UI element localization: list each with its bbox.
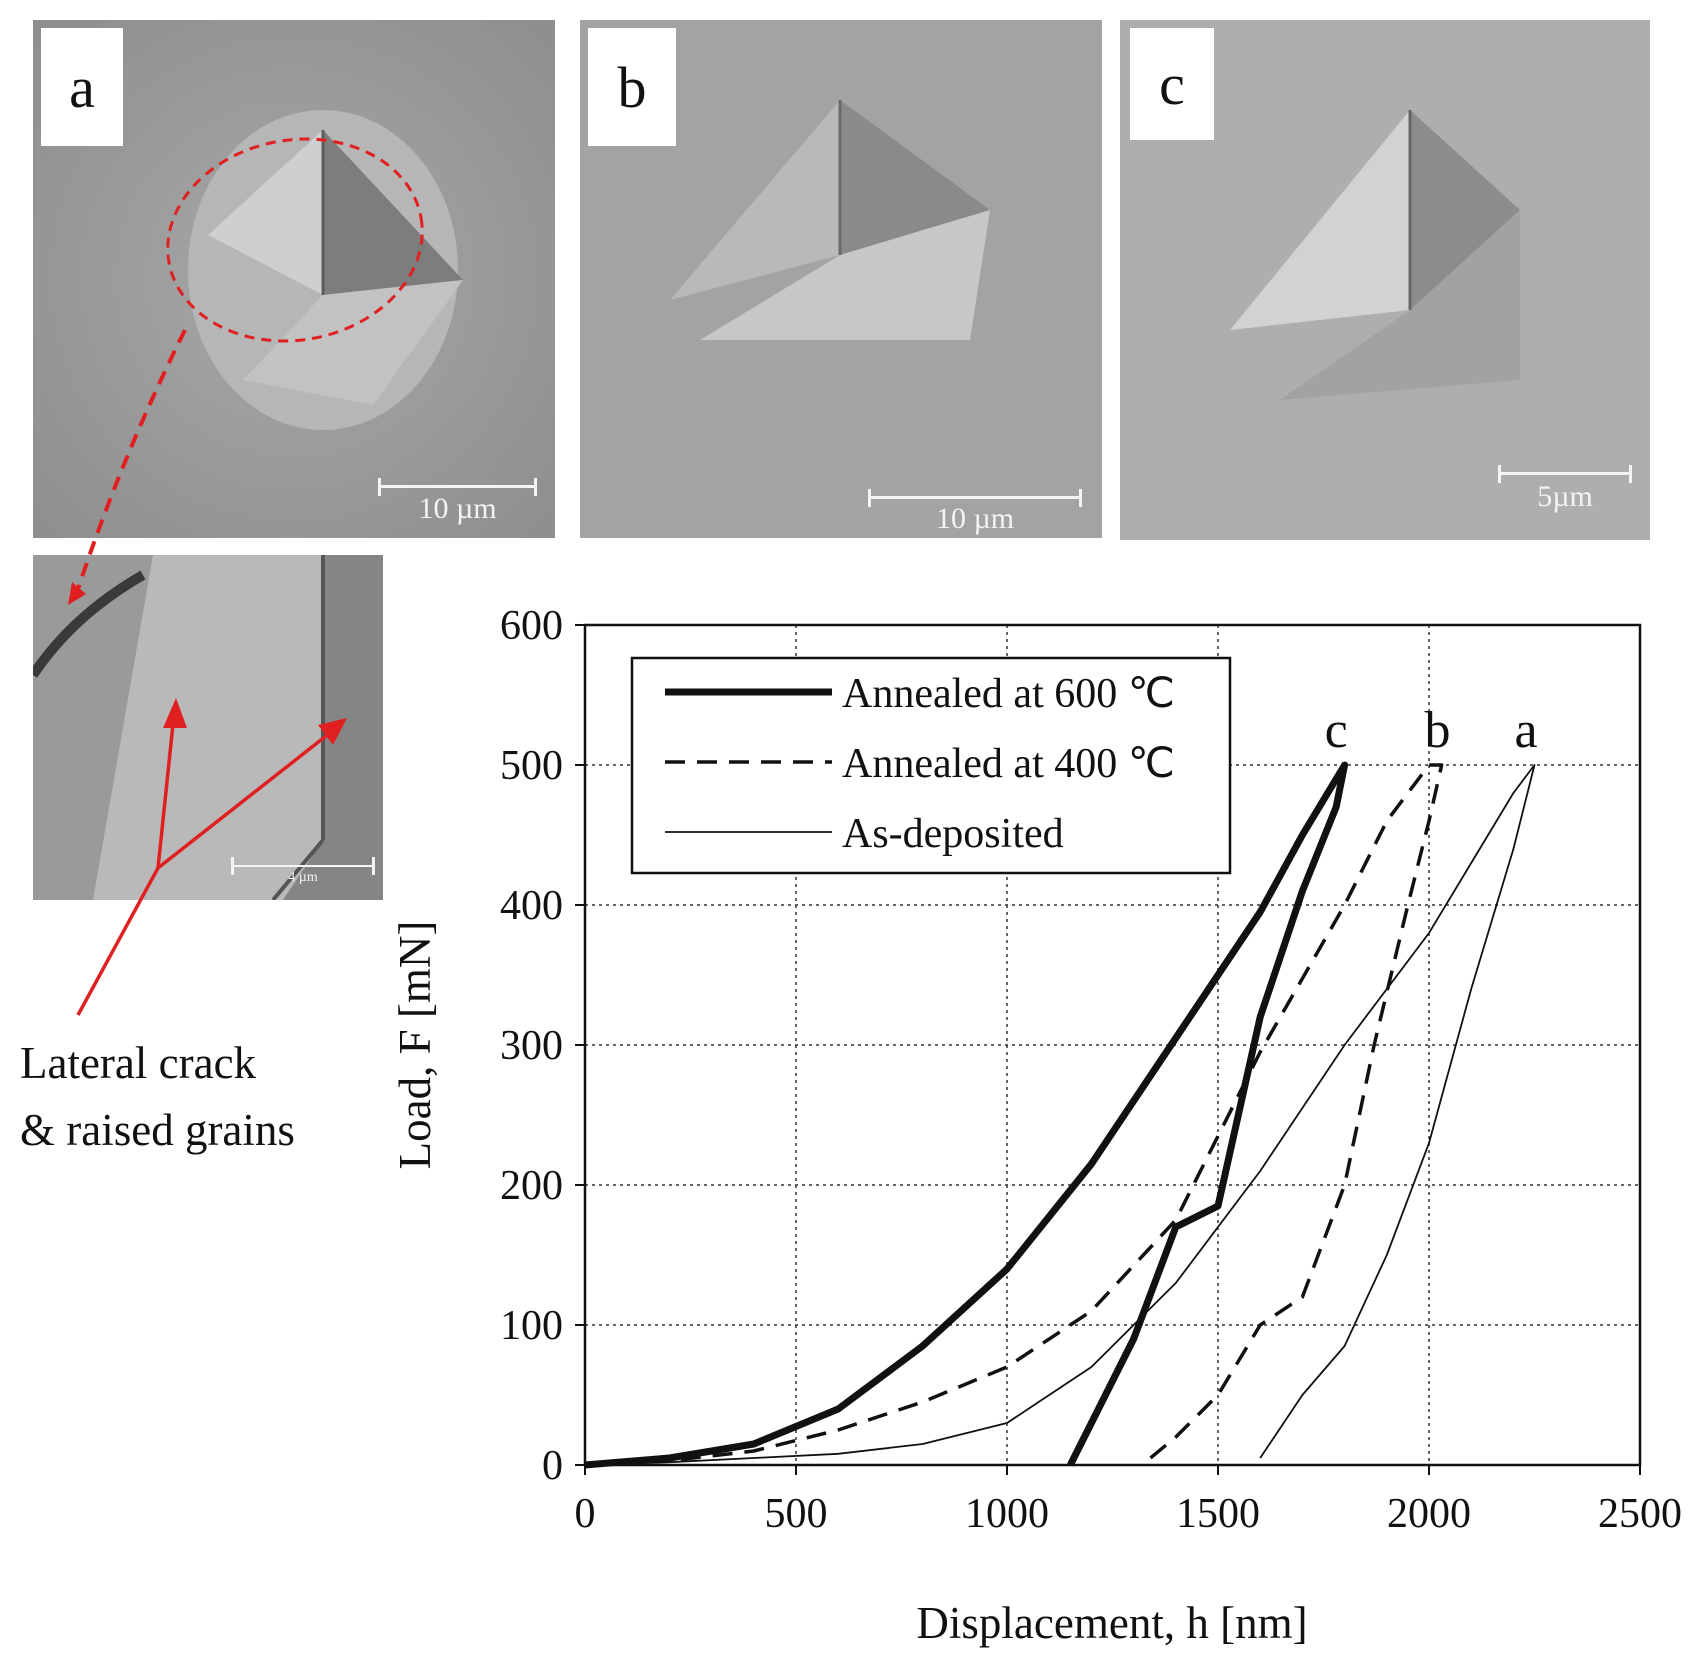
x-tick-label: 1000	[965, 1491, 1049, 1537]
scalebar-label-c: 5µm	[1537, 480, 1593, 513]
crack-arrow-left-head	[163, 698, 187, 728]
y-axis-label: Load, F [mN]	[390, 921, 440, 1170]
sem-panel-a: a 10 µm	[33, 20, 555, 538]
scalebar-b	[868, 489, 1082, 507]
y-tick-label: 0	[542, 1443, 563, 1489]
scalebar-label-inset: 4 µm	[288, 870, 318, 885]
x-tick-label: 0	[575, 1491, 596, 1537]
crack-arrow-right-head	[318, 718, 347, 745]
panel-letter-a: a	[41, 28, 123, 146]
scalebar-inset	[231, 857, 375, 875]
scalebar-c	[1498, 465, 1632, 483]
y-tick-label: 100	[500, 1303, 563, 1349]
crack-arrow-left	[156, 704, 177, 869]
axis-ticks: 0 500 1000 1500 2000 2500 0 100 200 300 400 500 600	[500, 603, 1682, 1537]
curve-label-a: a	[1515, 702, 1538, 759]
curve-label-b: b	[1424, 702, 1450, 759]
x-axis-label: Displacement, h [nm]	[916, 1598, 1307, 1648]
crack-arrow-main	[76, 867, 160, 1016]
y-tick-label: 600	[500, 603, 563, 649]
y-tick-label: 400	[500, 883, 563, 929]
x-tick-label: 2000	[1387, 1491, 1471, 1537]
dashed-zoom-arrow	[73, 329, 187, 599]
y-tick-label: 500	[500, 743, 563, 789]
scalebar-label-a: 10 µm	[418, 492, 497, 525]
lateral-crack-annotation: Lateral crack & raised grains	[20, 1030, 295, 1164]
panel-letter-b: b	[588, 28, 676, 146]
series-line-c	[584, 761, 1349, 1469]
y-tick-label: 300	[500, 1023, 563, 1069]
x-tick-label: 500	[765, 1491, 828, 1537]
annotation-line-1: Lateral crack	[20, 1038, 257, 1088]
panel-letter-c: c	[1130, 28, 1214, 140]
legend-label-c: Annealed at 600 ℃	[842, 671, 1175, 717]
scalebar-label-b: 10 µm	[935, 502, 1015, 535]
y-tick-label: 200	[500, 1163, 563, 1209]
dashed-arrow-head	[68, 582, 86, 605]
annotation-line-2: & raised grains	[20, 1105, 295, 1155]
legend: Annealed at 600 ℃ Annealed at 400 ℃ As-dep…	[630, 656, 1232, 875]
legend-label-b: Annealed at 400 ℃	[842, 741, 1175, 787]
series-lines	[584, 761, 1536, 1469]
curve-label-c: c	[1325, 702, 1348, 759]
series-line-b	[584, 763, 1444, 1467]
red-arrows	[68, 329, 347, 1016]
sem-panel-c: c 5µm	[1120, 20, 1650, 540]
scalebar-a	[378, 478, 537, 496]
sem-panel-b: b 10 µm	[580, 20, 1102, 538]
series-line-a	[584, 764, 1536, 1466]
x-tick-label: 2500	[1598, 1491, 1682, 1537]
crack-arrow-right	[156, 723, 342, 870]
x-tick-label: 1500	[1176, 1491, 1260, 1537]
legend-label-a: As-deposited	[842, 811, 1064, 857]
